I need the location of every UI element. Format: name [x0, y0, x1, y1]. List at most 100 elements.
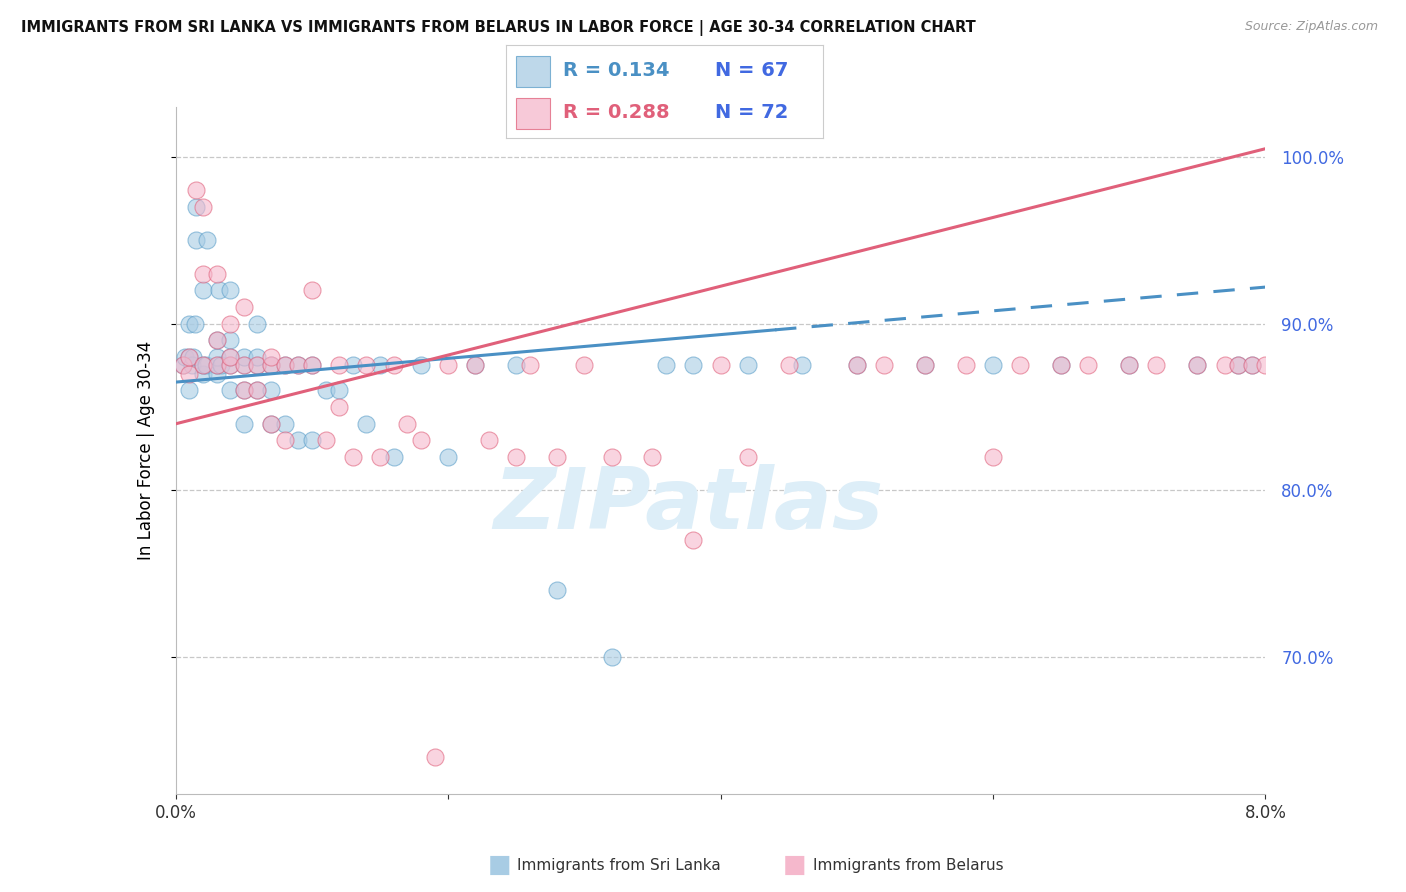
Point: [1227, 359, 1250, 373]
Point: [342, 450, 364, 464]
Point: [181, 359, 204, 373]
Point: [246, 350, 269, 364]
Point: [219, 359, 242, 373]
Point: [232, 417, 254, 431]
Point: [191, 359, 214, 373]
Point: [1187, 359, 1209, 373]
Point: [546, 450, 568, 464]
Point: [423, 750, 446, 764]
Point: [1227, 359, 1250, 373]
Point: [737, 359, 759, 373]
Point: [274, 359, 297, 373]
Point: [287, 434, 309, 448]
Point: [505, 359, 527, 373]
Point: [519, 359, 541, 373]
Point: [246, 359, 269, 373]
Point: [186, 183, 208, 197]
Point: [368, 450, 391, 464]
Text: N = 67: N = 67: [716, 62, 789, 80]
Point: [437, 359, 460, 373]
Point: [328, 384, 350, 398]
Point: [1144, 359, 1167, 373]
Point: [209, 359, 232, 373]
Point: [208, 284, 231, 298]
Point: [232, 384, 254, 398]
Point: [301, 359, 323, 373]
Point: [205, 334, 228, 348]
Point: [246, 384, 269, 398]
Point: [682, 533, 704, 548]
Point: [205, 350, 228, 364]
Point: [219, 334, 242, 348]
Point: [179, 350, 201, 364]
Point: [205, 359, 228, 373]
Point: [205, 367, 228, 381]
Point: [186, 200, 208, 214]
Point: [246, 317, 269, 331]
Point: [464, 359, 486, 373]
Point: [219, 350, 242, 364]
Text: ZIPatlas: ZIPatlas: [492, 464, 883, 547]
Point: [1050, 359, 1073, 373]
Point: [1240, 359, 1263, 373]
Point: [232, 350, 254, 364]
Point: [219, 384, 242, 398]
Point: [191, 200, 214, 214]
Point: [219, 317, 242, 331]
Point: [1336, 359, 1358, 373]
Point: [260, 359, 283, 373]
Bar: [516, 56, 550, 87]
Point: [981, 359, 1004, 373]
Point: [179, 350, 201, 364]
Text: IMMIGRANTS FROM SRI LANKA VS IMMIGRANTS FROM BELARUS IN LABOR FORCE | AGE 30-34 : IMMIGRANTS FROM SRI LANKA VS IMMIGRANTS …: [21, 20, 976, 36]
Point: [845, 359, 868, 373]
Point: [1268, 359, 1291, 373]
Point: [287, 359, 309, 373]
Point: [195, 234, 218, 248]
Point: [274, 417, 297, 431]
Point: [172, 359, 194, 373]
Point: [232, 384, 254, 398]
Point: [246, 359, 269, 373]
Point: [342, 359, 364, 373]
Point: [845, 359, 868, 373]
Y-axis label: In Labor Force | Age 30-34: In Labor Force | Age 30-34: [136, 341, 155, 560]
Point: [260, 359, 283, 373]
Point: [179, 317, 201, 331]
Point: [183, 350, 205, 364]
Point: [186, 234, 208, 248]
Point: [1050, 359, 1073, 373]
Point: [232, 359, 254, 373]
Point: [600, 450, 623, 464]
Point: [328, 400, 350, 414]
Point: [184, 317, 207, 331]
Point: [191, 359, 214, 373]
Point: [1010, 359, 1032, 373]
Point: [1391, 359, 1406, 373]
Point: [710, 359, 733, 373]
Point: [179, 367, 201, 381]
Point: [194, 359, 217, 373]
Text: R = 0.134: R = 0.134: [562, 62, 669, 80]
Point: [546, 583, 568, 598]
Point: [260, 417, 283, 431]
Point: [174, 350, 197, 364]
Point: [191, 267, 214, 281]
Point: [1118, 359, 1140, 373]
Point: [641, 450, 664, 464]
Point: [981, 450, 1004, 464]
Point: [328, 359, 350, 373]
Point: [382, 450, 405, 464]
Point: [219, 350, 242, 364]
Point: [574, 359, 596, 373]
Point: [464, 359, 486, 373]
Point: [219, 284, 242, 298]
Text: N = 72: N = 72: [716, 103, 789, 121]
Point: [737, 450, 759, 464]
Text: R = 0.288: R = 0.288: [562, 103, 669, 121]
Point: [232, 300, 254, 314]
Point: [315, 384, 337, 398]
Point: [356, 359, 378, 373]
Text: Immigrants from Belarus: Immigrants from Belarus: [813, 858, 1004, 872]
Point: [1254, 359, 1277, 373]
